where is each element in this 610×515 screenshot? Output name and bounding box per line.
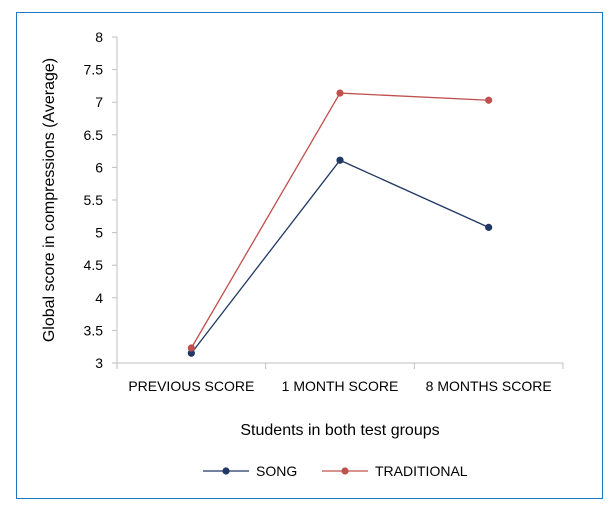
series-line-traditional xyxy=(190,92,489,349)
data-point-song xyxy=(187,349,195,357)
chart-frame xyxy=(16,12,603,499)
axes xyxy=(112,36,564,369)
series-points xyxy=(187,89,493,357)
y-tick-label: 3 xyxy=(95,355,103,371)
x-category-label: 8 MONTHS SCORE xyxy=(426,378,552,394)
y-axis-title: Global score in compressions (Average) xyxy=(41,58,58,342)
series-line-song xyxy=(190,159,489,354)
legend-label-song: SONG xyxy=(256,463,297,479)
y-tick-label: 6 xyxy=(95,159,103,175)
y-tick-label: 5 xyxy=(95,225,103,241)
y-tick-label: 4.5 xyxy=(84,257,104,273)
data-point-traditional xyxy=(336,89,344,97)
data-point-traditional xyxy=(187,344,195,352)
data-point-song xyxy=(485,223,493,231)
x-category-label: PREVIOUS SCORE xyxy=(128,378,254,394)
x-category-label: 1 MONTH SCORE xyxy=(282,378,399,394)
legend-marker-song xyxy=(222,467,230,475)
series-lines xyxy=(190,92,489,354)
y-tick-label: 8 xyxy=(95,29,103,45)
data-point-song xyxy=(336,156,344,164)
y-tick-label: 4 xyxy=(95,290,103,306)
y-tick-label: 7.5 xyxy=(84,62,104,78)
legend: SONG TRADITIONAL xyxy=(203,463,468,479)
y-tick-label: 6.5 xyxy=(84,127,104,143)
x-category-labels: PREVIOUS SCORE 1 MONTH SCORE 8 MONTHS SCOR… xyxy=(128,378,551,394)
y-tick-label: 7 xyxy=(95,94,103,110)
legend-label-traditional: TRADITIONAL xyxy=(375,463,468,479)
x-axis-title: Students in both test groups xyxy=(240,422,439,439)
y-tick-labels: 3 3.5 4 4.5 5 5.5 6 6.5 7 7.5 8 xyxy=(84,29,104,371)
y-tick-label: 3.5 xyxy=(84,322,104,338)
legend-marker-traditional xyxy=(341,467,349,475)
y-tick-label: 5.5 xyxy=(84,192,104,208)
data-point-traditional xyxy=(485,96,493,104)
